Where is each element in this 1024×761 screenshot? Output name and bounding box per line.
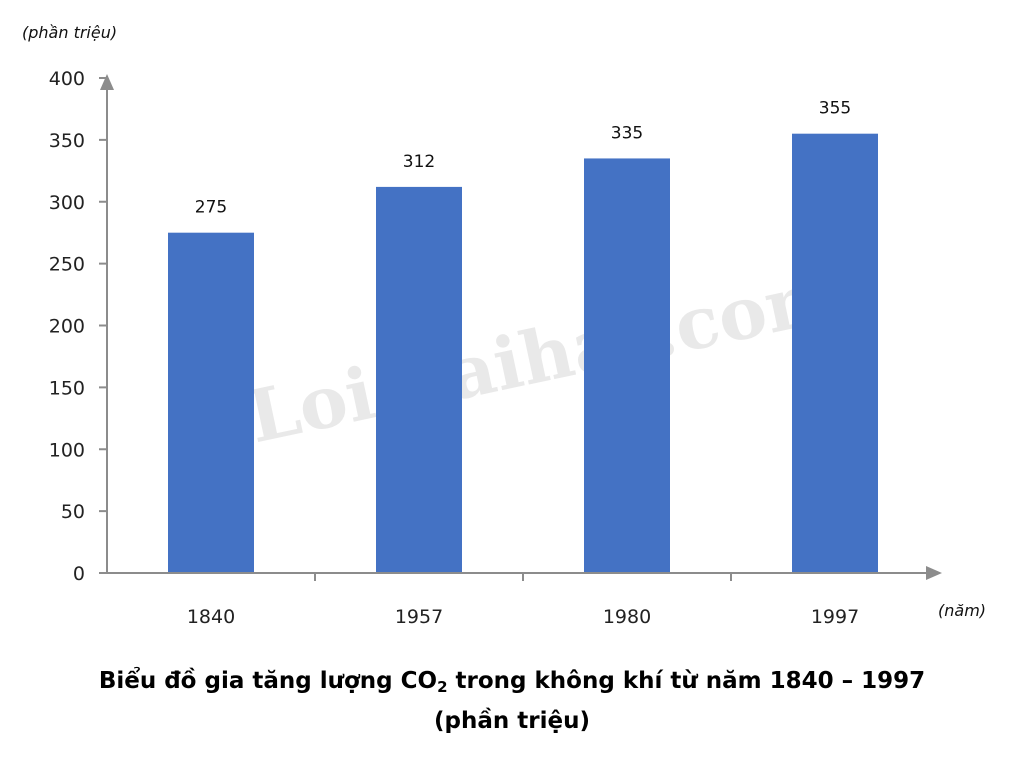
bar-1980 [584,158,670,573]
data-label-1957: 312 [403,152,435,172]
chart-caption: Biểu đồ gia tăng lượng CO2 trong không k… [0,664,1024,738]
x-tick-label-1957: 1957 [395,606,443,628]
chart-title-line-2: (phần triệu) [434,708,590,734]
y-tick-label-150: 150 [49,377,85,399]
chart-title-part-1: Biểu đồ gia tăng lượng CO [98,668,438,694]
chart-title-part-2: trong không khí từ năm 1840 – 1997 [447,668,926,694]
y-tick-label-250: 250 [49,254,85,276]
y-axis-unit-label: (phần triệu) [22,23,117,42]
data-label-1997: 355 [819,99,851,119]
x-tick-label-1997: 1997 [811,606,859,628]
x-axis-unit-label: (năm) [938,601,986,620]
y-tick-label-300: 300 [49,192,85,214]
watermark-text: Loigiaihay.com [241,251,849,460]
bar-chart: Loigiaihay.com (phần triệu) (năm) 275 184… [22,23,986,628]
chart-title-subscript: 2 [437,678,448,696]
x-tick-label-1840: 1840 [187,606,235,628]
y-tick-label-350: 350 [49,130,85,152]
bar-1840 [168,232,254,573]
y-tick-label-0: 0 [73,563,85,585]
y-tick-label-400: 400 [49,68,85,90]
y-tick-label-200: 200 [49,316,85,338]
data-label-1840: 275 [195,198,227,218]
y-axis-arrow-icon [100,74,114,90]
chart-title-line-1: Biểu đồ gia tăng lượng CO2 trong không k… [0,664,1024,704]
x-tick-label-1980: 1980 [603,606,651,628]
y-tick-label-50: 50 [61,501,85,523]
bar-1997 [792,133,878,573]
x-axis-arrow-icon [926,566,942,580]
data-label-1980: 335 [611,123,643,143]
bar-1957 [376,186,462,573]
y-tick-label-100: 100 [49,439,85,461]
